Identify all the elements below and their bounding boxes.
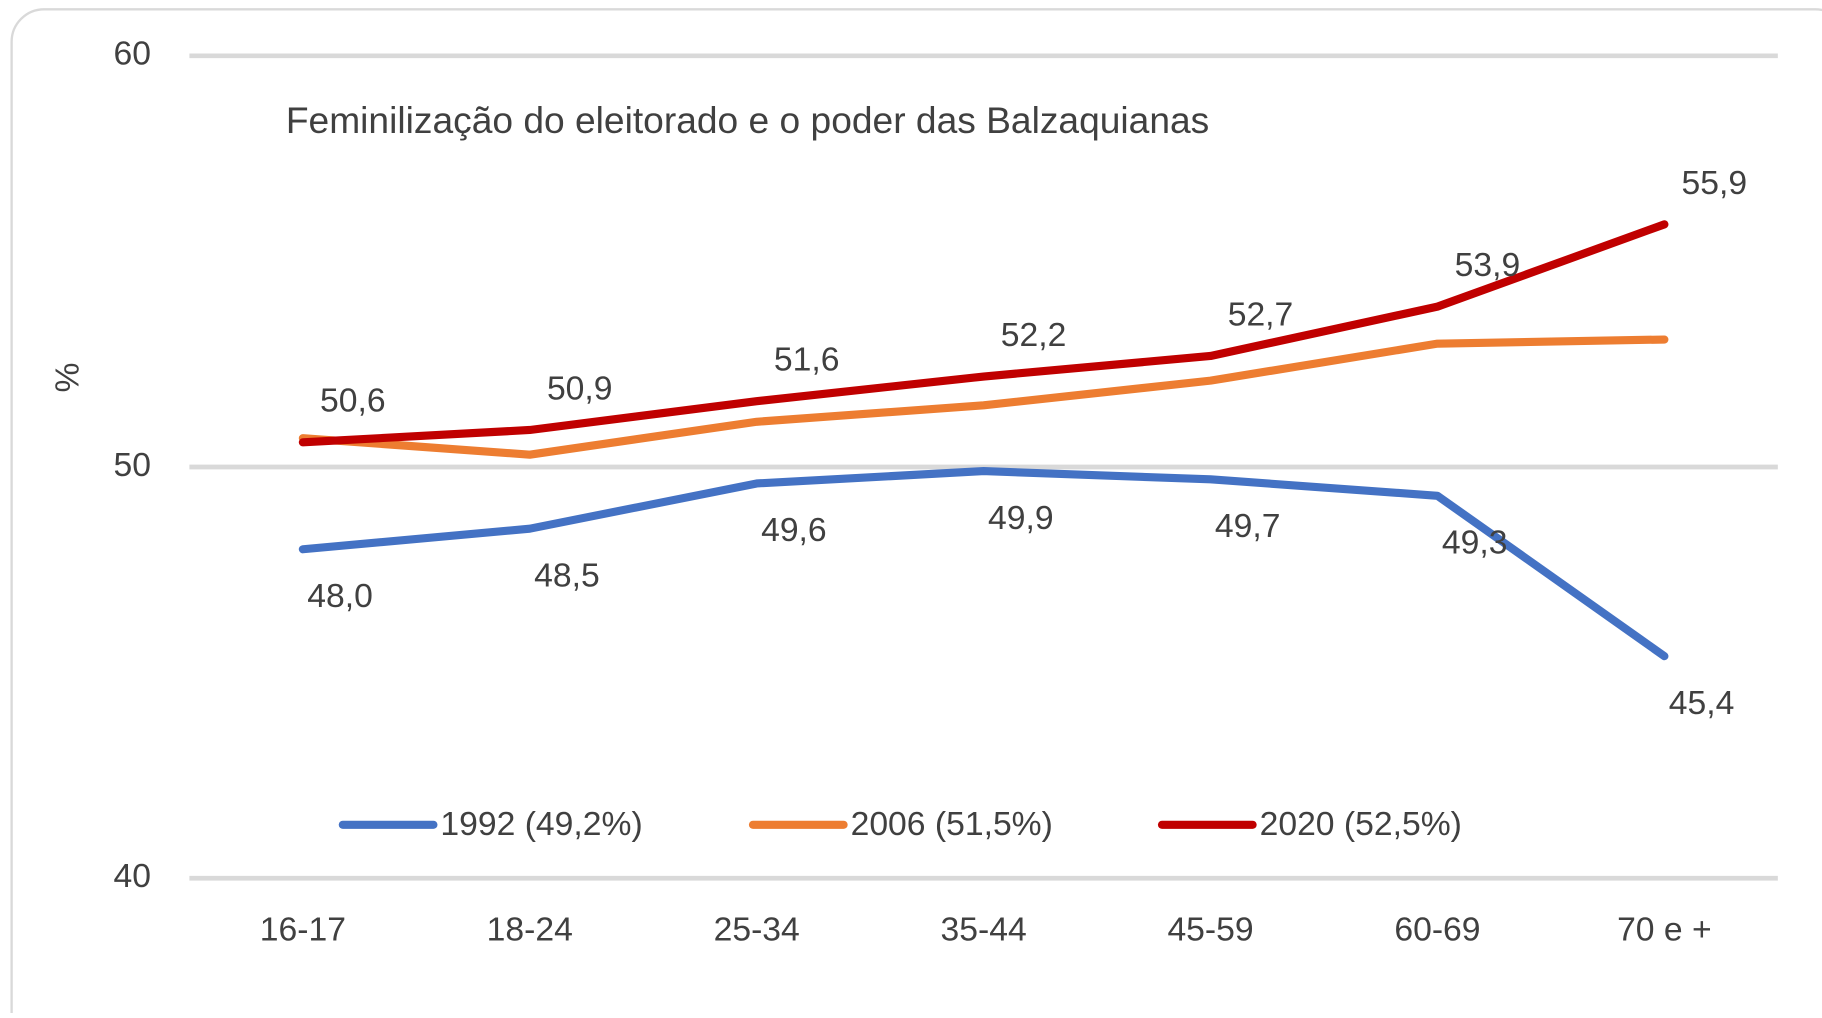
y-tick-label: 50	[114, 447, 151, 484]
x-tick-label: 16-17	[260, 912, 346, 949]
series-line	[298, 467, 1669, 661]
chart-border	[10, 8, 1822, 1018]
legend-label: 2020 (52,5%)	[1260, 806, 1462, 843]
data-label: 51,6	[774, 342, 840, 379]
x-tick-label: 45-59	[1167, 912, 1253, 949]
data-label: 49,3	[1442, 524, 1508, 561]
data-label: 48,5	[534, 557, 600, 594]
data-label: 50,9	[547, 370, 613, 407]
series-line	[298, 335, 1669, 459]
x-tick-label: 70 e +	[1617, 912, 1712, 949]
data-label: 49,7	[1215, 508, 1281, 545]
data-label: 45,4	[1669, 685, 1735, 722]
data-label: 49,6	[761, 512, 827, 549]
data-label: 49,9	[988, 500, 1054, 537]
data-label: 55,9	[1682, 165, 1748, 202]
series-line	[298, 220, 1669, 447]
data-label: 48,0	[307, 578, 373, 615]
y-tick-label: 60	[114, 36, 151, 73]
chart-title: Feminilização do eleitorado e o poder da…	[286, 99, 1209, 141]
y-tick-label: 40	[114, 858, 151, 895]
x-tick-label: 18-24	[487, 912, 573, 949]
data-label: 53,9	[1455, 247, 1521, 284]
data-label: 52,2	[1001, 317, 1067, 354]
x-tick-label: 35-44	[941, 912, 1027, 949]
x-tick-label: 60-69	[1394, 912, 1480, 949]
y-axis-label: %	[50, 363, 87, 393]
data-label: 50,6	[320, 383, 386, 420]
legend-label: 1992 (49,2%)	[440, 806, 642, 843]
data-label: 52,7	[1228, 296, 1294, 333]
x-tick-label: 25-34	[714, 912, 800, 949]
legend-label: 2006 (51,5%)	[851, 806, 1053, 843]
